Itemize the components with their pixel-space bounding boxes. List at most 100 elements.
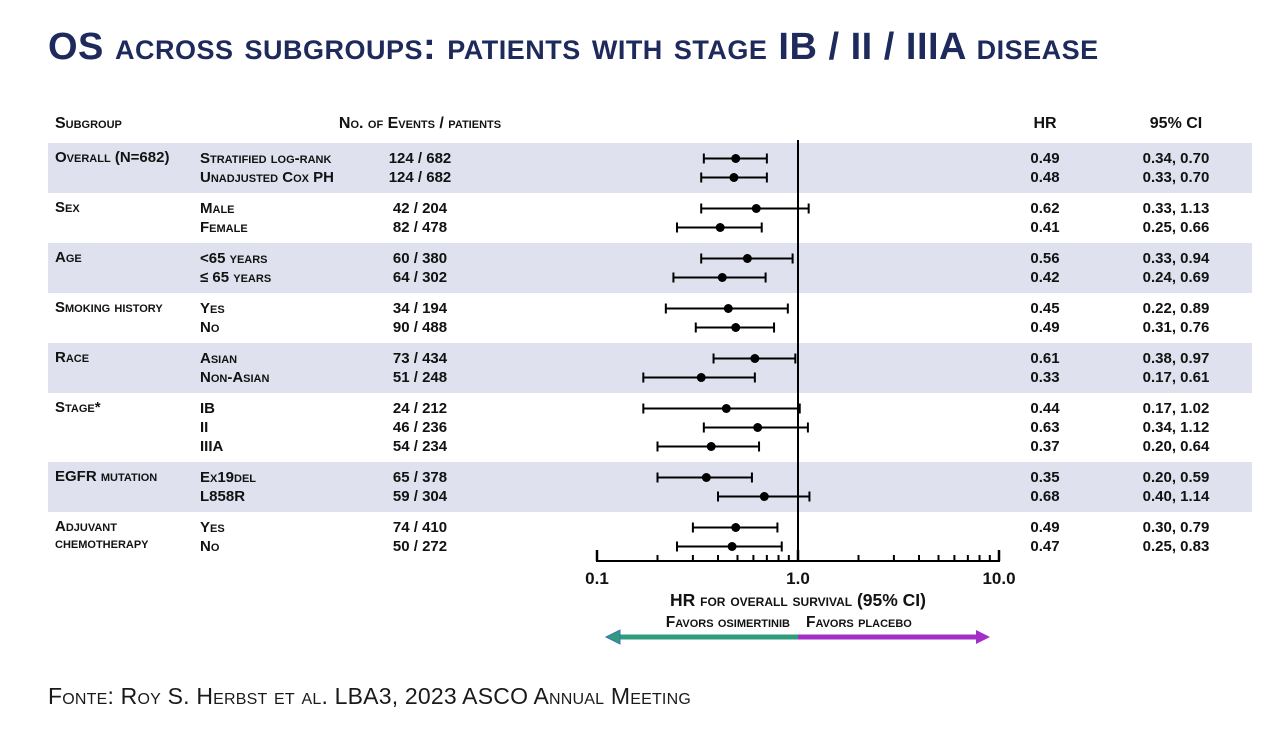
hr-value: 0.45 bbox=[1030, 300, 1060, 317]
hr-value: 0.35 bbox=[1030, 469, 1060, 486]
hr-value: 0.44 bbox=[1030, 400, 1060, 417]
x-axis-title: HR for overall survival (95% CI) bbox=[670, 590, 926, 610]
events-value: 74 / 410 bbox=[392, 519, 448, 536]
level-label: <65 years bbox=[200, 250, 268, 267]
events-value: 50 / 272 bbox=[392, 538, 448, 555]
subgroup-table: Overall (N=682) Stratified log-rank 124 / … bbox=[48, 143, 1252, 562]
ci-value: 0.40, 1.14 bbox=[1142, 488, 1210, 505]
column-header-hr: HR bbox=[1033, 115, 1057, 132]
subgroup-group: Sex Male 42 / 204 0.62 0.33, 1.13 Female 82 / … bbox=[48, 193, 1252, 243]
subgroup-label: Race bbox=[55, 349, 90, 366]
column-header-subgroup: Subgroup bbox=[55, 115, 122, 132]
ci-value: 0.30, 0.79 bbox=[1142, 519, 1210, 536]
table-row: No 50 / 272 0.47 0.25, 0.83 bbox=[48, 537, 1252, 556]
subgroup-label: Age bbox=[55, 249, 82, 266]
table-row: II 46 / 236 0.63 0.34, 1.12 bbox=[48, 418, 1252, 437]
tick-label: 1.0 bbox=[786, 569, 810, 588]
events-value: 60 / 380 bbox=[392, 250, 448, 267]
ci-value: 0.17, 0.61 bbox=[1142, 369, 1210, 386]
subgroup-label: Sex bbox=[55, 199, 80, 216]
level-label: Female bbox=[200, 219, 248, 236]
events-value: 24 / 212 bbox=[392, 400, 448, 417]
ci-value: 0.17, 1.02 bbox=[1142, 400, 1210, 417]
ci-value: 0.24, 0.69 bbox=[1142, 269, 1210, 286]
hr-value: 0.68 bbox=[1030, 488, 1060, 505]
level-label: L858R bbox=[200, 488, 246, 505]
subgroup-group: Smoking history Yes 34 / 194 0.45 0.22, 0.89… bbox=[48, 293, 1252, 343]
ci-value: 0.34, 1.12 bbox=[1142, 419, 1210, 436]
table-row: Ex19del 65 / 378 0.35 0.20, 0.59 bbox=[48, 468, 1252, 487]
hr-value: 0.62 bbox=[1030, 200, 1060, 217]
source-citation: Fonte: Roy S. Herbst et al. LBA3, 2023 A… bbox=[48, 683, 691, 709]
ci-value: 0.33, 1.13 bbox=[1142, 200, 1210, 217]
subgroup-group: Stage* IB 24 / 212 0.44 0.17, 1.02 II 46 / 236… bbox=[48, 393, 1252, 462]
table-row: Yes 34 / 194 0.45 0.22, 0.89 bbox=[48, 299, 1252, 318]
table-row: L858R 59 / 304 0.68 0.40, 1.14 bbox=[48, 487, 1252, 506]
level-label: IB bbox=[200, 400, 215, 417]
subgroup-label: Stage* bbox=[55, 399, 101, 416]
hr-value: 0.49 bbox=[1030, 319, 1060, 336]
ci-value: 0.33, 0.70 bbox=[1142, 169, 1210, 186]
hr-value: 0.49 bbox=[1030, 519, 1060, 536]
table-row: Unadjusted Cox PH 124 / 682 0.48 0.33, 0.70 bbox=[48, 168, 1252, 187]
level-label: II bbox=[200, 419, 209, 436]
hr-value: 0.33 bbox=[1030, 369, 1060, 386]
ci-value: 0.22, 0.89 bbox=[1142, 300, 1210, 317]
events-value: 73 / 434 bbox=[392, 350, 448, 367]
events-value: 64 / 302 bbox=[392, 269, 448, 286]
hr-value: 0.47 bbox=[1030, 538, 1060, 555]
table-row: Stratified log-rank 124 / 682 0.49 0.34, 0.… bbox=[48, 149, 1252, 168]
events-value: 42 / 204 bbox=[392, 200, 448, 217]
subgroup-label: Overall (N=682) bbox=[55, 149, 170, 166]
table-row: Female 82 / 478 0.41 0.25, 0.66 bbox=[48, 218, 1252, 237]
events-value: 46 / 236 bbox=[392, 419, 448, 436]
table-row: IIIA 54 / 234 0.37 0.20, 0.64 bbox=[48, 437, 1252, 456]
events-value: 65 / 378 bbox=[392, 469, 448, 486]
table-row: Asian 73 / 434 0.61 0.38, 0.97 bbox=[48, 349, 1252, 368]
events-value: 124 / 682 bbox=[388, 150, 452, 167]
table-row: Yes 74 / 410 0.49 0.30, 0.79 bbox=[48, 518, 1252, 537]
subgroup-group: Race Asian 73 / 434 0.61 0.38, 0.97 Non-Asian… bbox=[48, 343, 1252, 393]
ci-value: 0.34, 0.70 bbox=[1142, 150, 1210, 167]
level-label: Ex19del bbox=[200, 469, 257, 486]
column-header-ci: 95% CI bbox=[1149, 115, 1203, 132]
hr-value: 0.42 bbox=[1030, 269, 1060, 286]
ci-value: 0.20, 0.64 bbox=[1142, 438, 1210, 455]
level-label: Male bbox=[200, 200, 235, 217]
ci-value: 0.25, 0.66 bbox=[1142, 219, 1210, 236]
ci-value: 0.20, 0.59 bbox=[1142, 469, 1210, 486]
events-value: 82 / 478 bbox=[392, 219, 448, 236]
hr-value: 0.49 bbox=[1030, 150, 1060, 167]
level-label: Unadjusted Cox PH bbox=[200, 169, 334, 186]
events-value: 34 / 194 bbox=[392, 300, 448, 317]
level-label: Yes bbox=[200, 300, 225, 317]
level-label: Non-Asian bbox=[200, 369, 270, 386]
hr-value: 0.48 bbox=[1030, 169, 1060, 186]
table-row: Non-Asian 51 / 248 0.33 0.17, 0.61 bbox=[48, 368, 1252, 387]
favors-left-label: Favors osimertinib bbox=[666, 614, 790, 631]
hr-value: 0.61 bbox=[1030, 350, 1060, 367]
hr-value: 0.56 bbox=[1030, 250, 1060, 267]
events-value: 54 / 234 bbox=[392, 438, 448, 455]
events-value: 51 / 248 bbox=[392, 369, 448, 386]
subgroup-group: Overall (N=682) Stratified log-rank 124 / … bbox=[48, 143, 1252, 193]
subgroup-group: Age <65 years 60 / 380 0.56 0.33, 0.94 ≤ 65 y… bbox=[48, 243, 1252, 293]
ci-value: 0.31, 0.76 bbox=[1142, 319, 1210, 336]
ci-value: 0.25, 0.83 bbox=[1142, 538, 1210, 555]
level-label: Stratified log-rank bbox=[200, 150, 332, 167]
tick-label: 10.0 bbox=[982, 569, 1015, 588]
table-row: Male 42 / 204 0.62 0.33, 1.13 bbox=[48, 199, 1252, 218]
ci-value: 0.33, 0.94 bbox=[1142, 250, 1210, 267]
level-label: No bbox=[200, 319, 220, 336]
tick-label: 0.1 bbox=[585, 569, 609, 588]
favors-right-label: Favors placebo bbox=[806, 614, 912, 631]
table-row: ≤ 65 years 64 / 302 0.42 0.24, 0.69 bbox=[48, 268, 1252, 287]
subgroup-label: EGFR mutation bbox=[55, 468, 158, 485]
column-header-events: No. of Events / patients bbox=[338, 115, 502, 132]
hr-value: 0.41 bbox=[1030, 219, 1060, 236]
ci-value: 0.38, 0.97 bbox=[1142, 350, 1210, 367]
level-label: Asian bbox=[200, 350, 238, 367]
subgroup-group: Adjuvant chemotherapy Yes 74 / 410 0.49 0.30… bbox=[48, 512, 1252, 562]
level-label: ≤ 65 years bbox=[200, 269, 272, 286]
table-row: No 90 / 488 0.49 0.31, 0.76 bbox=[48, 318, 1252, 337]
